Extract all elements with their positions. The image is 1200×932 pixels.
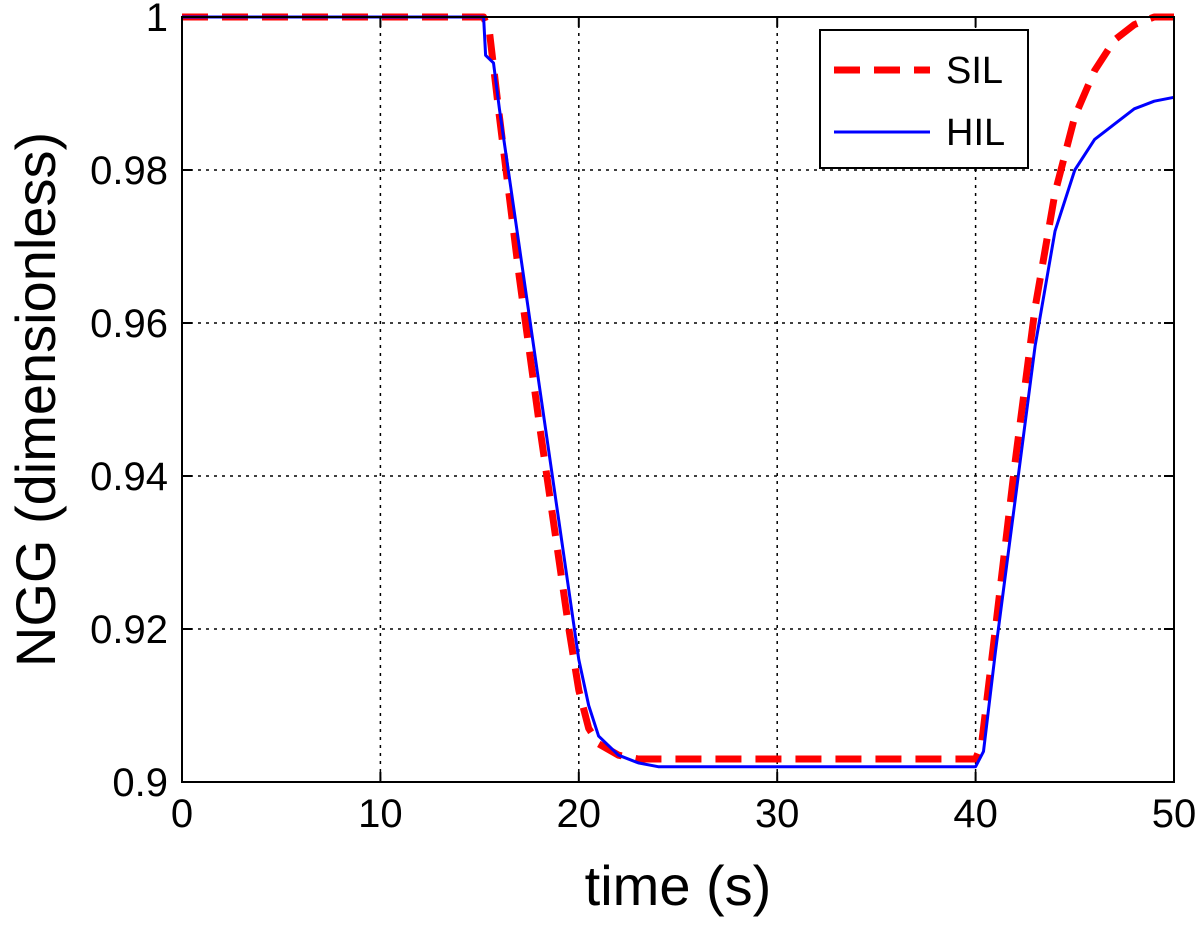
plot-area-frame: [181, 16, 1175, 783]
x-tick-label: 40: [953, 792, 998, 836]
x-tick-label: 20: [557, 792, 602, 836]
legend-label-sil: SIL: [946, 50, 1003, 92]
axis-ticks: 0 10 20 30 40 50 0.9 0.92 0.94 0.96 0.98 1: [90, 0, 1196, 836]
y-tick-label: 0.92: [90, 608, 168, 652]
y-axis-label: NGG (dimensionless): [4, 132, 67, 667]
grid: [182, 17, 1174, 782]
x-tick-label: 10: [358, 792, 403, 836]
x-tick-label: 0: [171, 792, 193, 836]
legend-box: [819, 29, 1029, 169]
x-tick-label: 50: [1152, 792, 1197, 836]
y-tick-label: 0.96: [90, 302, 168, 346]
x-tick-label: 30: [755, 792, 800, 836]
y-tick-label: 0.94: [90, 455, 168, 499]
y-tick-label: 1: [146, 0, 168, 40]
series-layer: [182, 13, 1175, 769]
series-line-hil: [182, 15, 1175, 769]
legend: SIL HIL: [819, 29, 1029, 169]
x-axis-label: time (s): [585, 854, 772, 917]
y-tick-label: 0.98: [90, 149, 168, 193]
legend-label-hil: HIL: [946, 112, 1005, 154]
series-line-sil: [182, 13, 1174, 763]
y-tick-label: 0.9: [112, 761, 168, 805]
